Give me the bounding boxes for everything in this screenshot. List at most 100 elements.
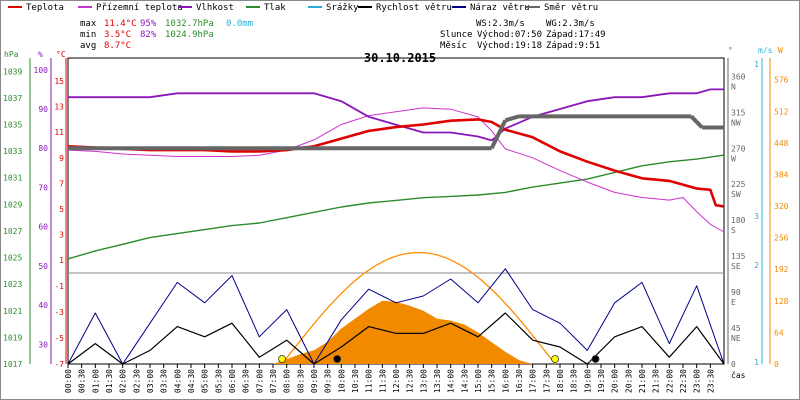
x-tick-label: 17:00 (529, 369, 538, 393)
hpa-tick-label: 1017 (3, 360, 22, 369)
direction-tick-label: 135 (731, 252, 746, 261)
x-tick-label: 20:30 (624, 369, 633, 393)
x-tick-label: 21:00 (638, 369, 647, 393)
legend-label-3: Tlak (264, 3, 286, 13)
x-tick-label: 11:00 (365, 369, 374, 393)
wind-tick-label: 1 (754, 358, 759, 367)
x-tick-label: 19:30 (597, 369, 606, 393)
x-tick-label: 23:00 (693, 369, 702, 393)
solar-tick-label: 448 (774, 139, 789, 148)
min-temp: 3.5°C (104, 30, 131, 40)
temp-tick-label: 7 (59, 179, 64, 188)
avg-label: avg (80, 41, 96, 51)
x-tick-label: 06:30 (242, 369, 251, 393)
x-tick-label: 12:00 (392, 369, 401, 393)
sun-set-icon (551, 355, 559, 363)
hpa-tick-label: 1035 (3, 121, 22, 130)
direction-tick-label: 360 (731, 72, 746, 81)
wind-tick-label: 1 (754, 60, 759, 69)
x-tick-label: 00:00 (64, 369, 73, 393)
solar-unit: W (778, 46, 783, 55)
x-axis: 00:00 00:30 01:00 01:30 02:00 02:30 03:00 03:30… (64, 364, 746, 393)
temp-unit: °C (56, 50, 66, 59)
hpa-tick-label: 1033 (3, 147, 22, 156)
direction-compass-label: W (731, 154, 736, 163)
direction-tick-label: 315 (731, 108, 746, 117)
temp-tick-label: -3 (54, 308, 64, 317)
x-tick-label: 05:00 (201, 369, 210, 393)
x-tick-label: 16:00 (501, 369, 510, 393)
direction-tick-label: 0 (731, 360, 736, 369)
temp-tick-label: 15 (54, 77, 64, 86)
sun-elevation-curve (281, 251, 556, 365)
solar-tick-label: 64 (774, 328, 784, 337)
x-tick-label: 17:30 (542, 369, 551, 393)
moon-label: Měsíc (440, 41, 467, 51)
solar-radiation-area (273, 300, 533, 364)
hpa-unit: hPa (4, 50, 19, 59)
x-tick-label: 04:30 (187, 369, 196, 393)
hpa-tick-label: 1039 (3, 67, 22, 76)
x-tick-label: 10:30 (351, 369, 360, 393)
direction-compass-label: SW (731, 190, 741, 199)
x-tick-label: 01:30 (105, 369, 114, 393)
solar-tick-label: 576 (774, 76, 789, 85)
temp-tick-label: 5 (59, 205, 64, 214)
sun-label: Slunce (440, 30, 473, 40)
temp-tick-label: 1 (59, 256, 64, 265)
temp-tick-label: 3 (59, 231, 64, 240)
x-tick-label: 11:30 (378, 369, 387, 393)
solar-tick-label: 320 (774, 202, 789, 211)
axes: hPa% °C1039103710351033103110291027102510… (3, 46, 789, 369)
direction-unit: ° (728, 46, 733, 55)
x-tick-label: 09:00 (310, 369, 319, 393)
wind-unit: m/s (758, 46, 773, 55)
pressure-line (67, 154, 725, 260)
legend: Teplota Přízemní teplota Vlhkost Tlak Srážky… (8, 3, 598, 13)
x-tick-label: 13:30 (433, 369, 442, 393)
direction-tick-label: 270 (731, 144, 746, 153)
x-tick-label: 05:30 (214, 369, 223, 393)
wind-speed-line (67, 312, 725, 365)
hpa-tick-label: 1037 (3, 94, 22, 103)
direction-compass-label: N (731, 82, 736, 91)
direction-compass-label: NE (731, 334, 741, 343)
x-tick-label: 18:00 (556, 369, 565, 393)
humidity-tick-label: 30 (38, 340, 48, 349)
legend-label-7: Směr větru (544, 3, 598, 13)
humidity-tick-label: 80 (38, 144, 48, 153)
solar-tick-label: 192 (774, 265, 789, 274)
direction-compass-label: E (731, 298, 736, 307)
hpa-tick-label: 1023 (3, 280, 22, 289)
temp-tick-label: 13 (54, 103, 64, 112)
solar-tick-label: 256 (774, 234, 789, 243)
hpa-tick-label: 1027 (3, 227, 22, 236)
humidity-tick-label: 60 (38, 223, 48, 232)
x-tick-label: 07:00 (255, 369, 264, 393)
plot-area (67, 88, 725, 365)
direction-tick-label: 45 (731, 324, 741, 333)
legend-label-2: Vlhkost (196, 3, 234, 13)
wind-gust-current: WG:2.3m/s (546, 19, 595, 29)
ground-temperature-line (67, 107, 725, 233)
direction-compass-label: NW (731, 118, 741, 127)
x-axis-label: čas (731, 370, 746, 380)
max-pressure: 1032.7hPa (165, 19, 214, 29)
x-tick-label: 08:30 (296, 369, 305, 393)
humidity-line (68, 88, 724, 142)
direction-compass-label: SE (731, 262, 741, 271)
x-tick-label: 18:30 (570, 369, 579, 393)
x-tick-label: 03:30 (160, 369, 169, 393)
hpa-tick-label: 1025 (3, 254, 22, 263)
x-tick-label: 00:30 (78, 369, 87, 393)
legend-label-4: Srážky (326, 3, 359, 13)
hpa-tick-label: 1019 (3, 333, 22, 342)
x-tick-label: 12:30 (406, 369, 415, 393)
x-tick-label: 13:00 (419, 369, 428, 393)
humidity-tick-label: 50 (38, 262, 48, 271)
stats-box: max 11.4°C 95% 1032.7hPa 0.0mm min 3.5°C… (80, 19, 253, 51)
moon-rise-icon (591, 355, 600, 363)
hpa-tick-label: 1029 (3, 200, 22, 209)
x-tick-label: 22:00 (665, 369, 674, 393)
